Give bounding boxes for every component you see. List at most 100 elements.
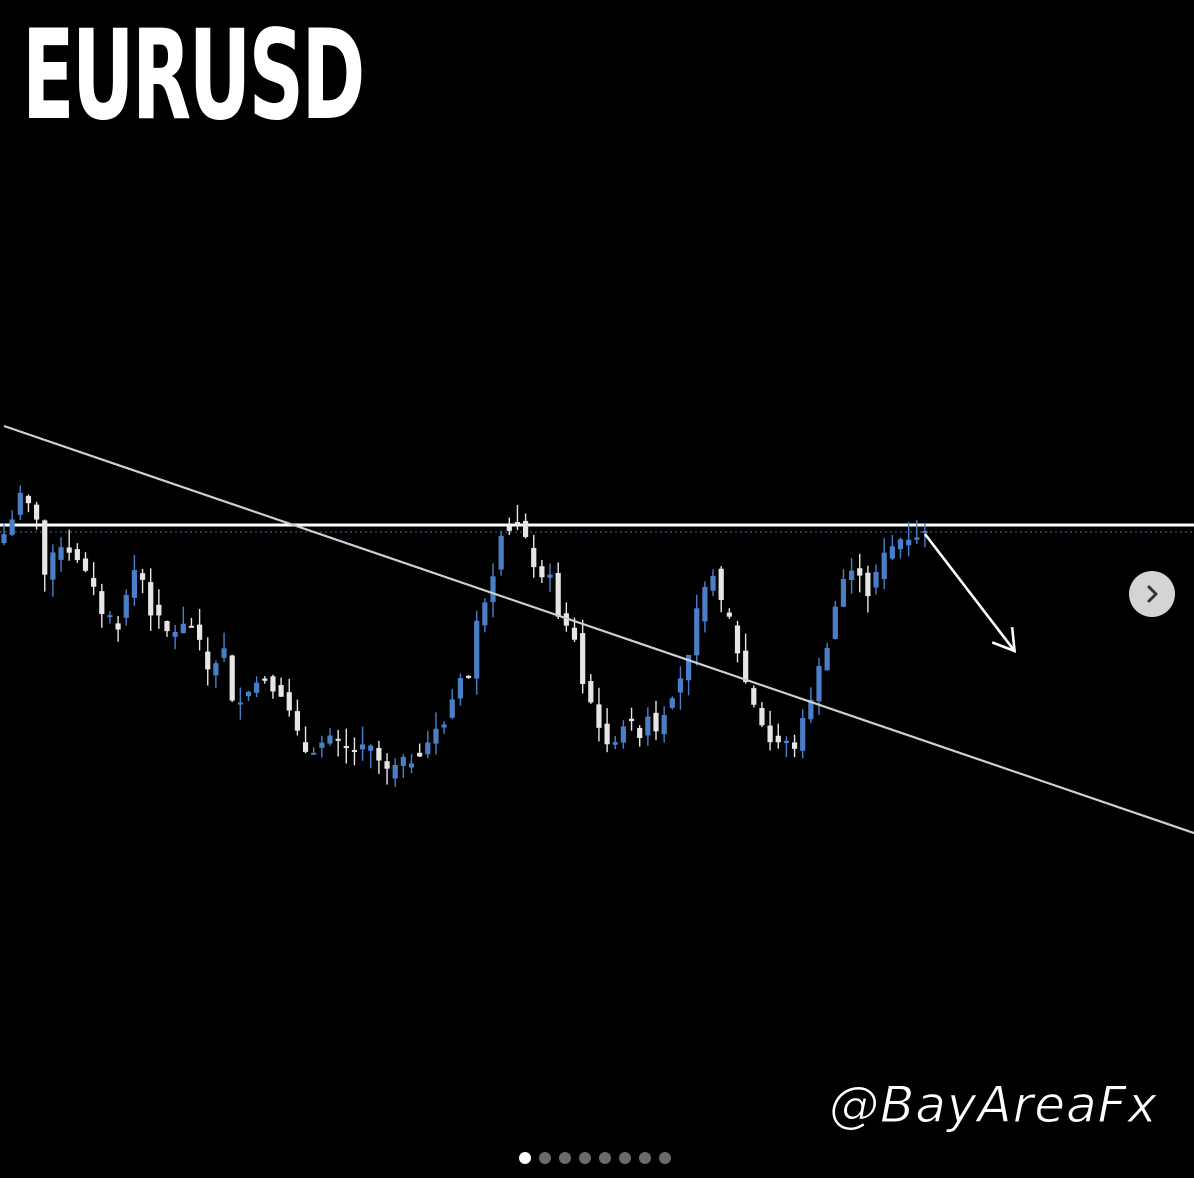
bear-candle [115, 623, 121, 630]
bear-candle [767, 725, 773, 743]
carousel-dot[interactable] [639, 1152, 651, 1164]
bull-candle [686, 654, 692, 681]
bull-candle [840, 579, 847, 607]
bull-candle [849, 570, 855, 580]
carousel-dot[interactable] [579, 1152, 591, 1164]
bull-candle [669, 698, 675, 708]
bear-candle [759, 707, 765, 726]
bear-candle [156, 604, 162, 616]
bear-candle [148, 582, 154, 616]
bear-candle [74, 549, 80, 561]
bear-candle [262, 678, 268, 681]
bear-candle [791, 742, 798, 749]
bull-candle [245, 691, 252, 697]
bull-candle [881, 552, 887, 579]
bull-candle [441, 724, 447, 728]
bull-candle [897, 539, 904, 550]
bear-candle [417, 752, 423, 757]
bull-candle [172, 631, 178, 637]
bear-candle [99, 591, 105, 615]
bear-candle [604, 723, 610, 745]
bull-candle [710, 575, 716, 591]
bear-candle [197, 624, 203, 640]
bull-candle [50, 552, 56, 580]
bear-candle [506, 526, 512, 531]
bear-candle [580, 633, 586, 684]
bull-candle [783, 740, 789, 743]
bear-candle [278, 685, 284, 697]
bull-candle [816, 665, 822, 702]
bear-candle [726, 612, 732, 617]
bear-candle [523, 520, 529, 537]
bear-candle [465, 675, 472, 678]
bull-candle [889, 546, 895, 559]
bear-candle [531, 547, 537, 568]
bear-candle [335, 738, 341, 741]
carousel-dot[interactable] [539, 1152, 551, 1164]
bull-candle [237, 702, 243, 705]
bull-candle [449, 699, 455, 718]
bear-candle [82, 558, 89, 571]
bear-candle [384, 761, 390, 769]
bear-candle [865, 572, 871, 597]
bull-candle [221, 648, 227, 658]
bear-candle [351, 750, 358, 753]
bear-candle [91, 578, 97, 587]
bear-candle [270, 676, 276, 692]
carousel-dot[interactable] [659, 1152, 671, 1164]
bull-candle [620, 726, 626, 743]
bear-candle [164, 621, 170, 632]
bull-candle [392, 765, 398, 779]
bear-candle [588, 681, 594, 703]
bear-candle [857, 568, 863, 576]
bull-candle [311, 752, 317, 755]
bear-candle [343, 746, 349, 749]
bear-candle [628, 718, 635, 722]
bull-candle [474, 620, 480, 679]
bull-candle [254, 682, 260, 693]
bear-candle [571, 627, 578, 640]
chart-title: EURUSD [22, 4, 365, 148]
bear-candle [229, 655, 235, 701]
bear-candle [376, 747, 382, 761]
bull-candle [922, 530, 928, 533]
next-slide-button[interactable] [1129, 571, 1175, 617]
carousel-dot[interactable] [519, 1152, 531, 1164]
bear-candle [775, 735, 781, 743]
carousel-dot[interactable] [619, 1152, 631, 1164]
bull-candle [213, 663, 219, 676]
chevron-right-icon [1147, 585, 1158, 603]
carousel-dot[interactable] [559, 1152, 571, 1164]
resistance-trendline [3, 424, 1194, 835]
carousel-dot[interactable] [599, 1152, 611, 1164]
bear-candle [302, 742, 309, 752]
bull-candle [408, 763, 415, 768]
bull-candle [677, 678, 684, 693]
bull-candle [824, 647, 830, 671]
bull-candle [107, 615, 113, 618]
candles-group [1, 485, 928, 787]
bull-candle [482, 602, 488, 626]
arrow-head-icon [991, 626, 1017, 653]
bull-candle [694, 608, 700, 656]
bear-candle [743, 650, 749, 683]
bear-candle [294, 711, 300, 731]
bear-candle [555, 573, 561, 617]
bear-candle [139, 573, 146, 580]
bear-candle [718, 568, 724, 600]
bear-candle [205, 651, 211, 670]
bull-candle [58, 547, 64, 560]
bull-candle [808, 699, 814, 720]
bull-candle [17, 492, 23, 515]
bear-candle [188, 625, 195, 628]
arrow-shaft [923, 533, 1016, 652]
bull-candle [702, 586, 708, 622]
bear-candle [514, 522, 521, 525]
bear-candle [539, 566, 545, 578]
bear-candle [734, 625, 741, 654]
bull-candle [368, 745, 374, 751]
bear-candle [42, 520, 48, 575]
bull-candle [319, 742, 325, 748]
bull-candle [914, 537, 920, 540]
bull-candle [498, 535, 504, 570]
